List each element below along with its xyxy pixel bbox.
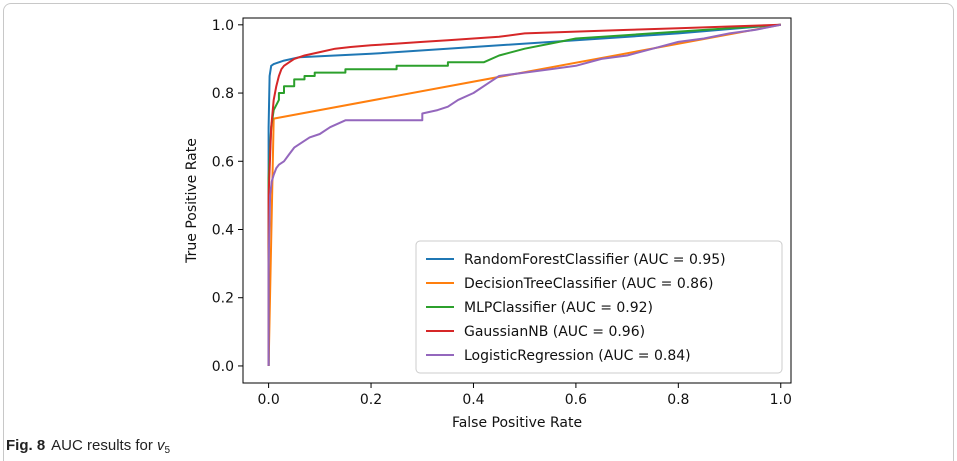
x-tick-label: 0.0: [257, 392, 279, 408]
legend-label: MLPClassifier (AUC = 0.92): [464, 300, 653, 316]
y-tick-label: 0.8: [212, 86, 234, 102]
legend-label: GaussianNB (AUC = 0.96): [464, 324, 645, 340]
figure-caption: Fig. 8 AUC results for v5: [6, 437, 170, 456]
axes-frame: [242, 17, 792, 384]
x-tick-label: 0.6: [565, 392, 587, 408]
legend-label: RandomForestClassifier (AUC = 0.95): [464, 252, 726, 268]
legend-label: DecisionTreeClassifier (AUC = 0.86): [464, 276, 713, 292]
series-line: [267, 23, 781, 366]
caption-subscript: 5: [164, 445, 171, 456]
y-tick-label: 0.6: [212, 154, 234, 170]
legend-label: LogisticRegression (AUC = 0.84): [464, 348, 691, 364]
plot-area: 0.0 0.2 0.4 0.6 0.8 1.0 0.0 0.2 0.4 0.6 0.8 1.0 Fals…: [184, 17, 792, 431]
y-tick-label: 0.4: [212, 222, 234, 238]
caption-variable: v: [157, 437, 165, 454]
x-tick-label: 0.8: [667, 392, 689, 408]
x-tick-label: 1.0: [770, 392, 792, 408]
series-line: [267, 23, 781, 366]
series-line: [267, 23, 781, 366]
legend-box: [415, 240, 783, 374]
y-axis-label: True Positive Rate: [184, 138, 200, 264]
x-tick-label: 0.4: [462, 392, 484, 408]
x-axis-label: False Positive Rate: [452, 415, 582, 431]
series-line: [267, 23, 781, 366]
y-tick-label: 1.0: [212, 18, 234, 34]
caption-text: AUC results for: [51, 437, 153, 454]
series-line: [267, 23, 781, 366]
figure-frame: [3, 3, 954, 461]
x-tick-label: 0.2: [360, 392, 382, 408]
figure-label: Fig. 8: [6, 437, 46, 454]
roc-chart: 0.0 0.2 0.4 0.6 0.8 1.0 0.0 0.2 0.4 0.6 0.8 1.0 Fals…: [184, 17, 792, 431]
y-tick-label: 0.2: [212, 291, 234, 307]
y-tick-label: 0.0: [212, 359, 234, 375]
